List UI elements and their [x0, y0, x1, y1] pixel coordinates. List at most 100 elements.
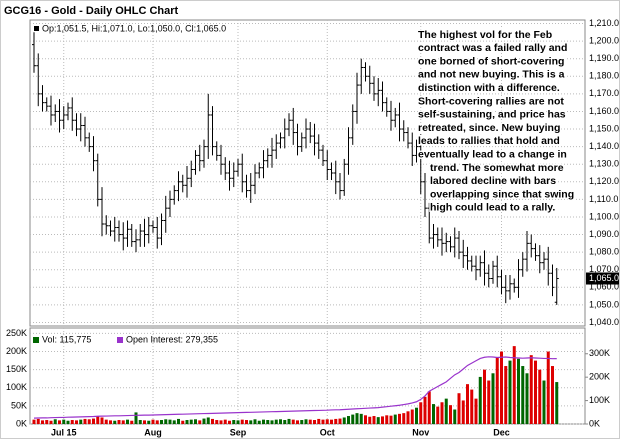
volume-bar	[466, 384, 469, 424]
y-tick-label: 1,170.0	[589, 88, 619, 98]
annotation: labored decline with bars	[430, 175, 556, 187]
volume-bar	[415, 407, 418, 424]
y-tick-label: 250K	[6, 328, 27, 338]
volume-bar	[185, 420, 189, 424]
volume-bar	[257, 420, 261, 424]
volume-bar	[555, 382, 559, 424]
y-tick-label: 1,150.0	[589, 123, 619, 133]
volume-bar	[368, 416, 372, 424]
y-tick-label: 1,140.0	[589, 141, 619, 151]
volume-bar	[512, 346, 516, 424]
y-tick-label: 1,080.0	[589, 247, 619, 257]
volume-bar	[432, 404, 435, 424]
volume-bar	[453, 409, 457, 424]
volume-bar	[266, 420, 270, 424]
volume-bar	[444, 398, 448, 424]
volume-bar	[483, 369, 486, 424]
volume-bar	[232, 420, 236, 424]
volume-bar	[228, 420, 231, 424]
volume-bar	[283, 420, 287, 424]
volume-bar	[440, 402, 444, 424]
volume-bar	[181, 420, 185, 424]
volume-bar	[164, 419, 168, 424]
volume-bar	[151, 419, 155, 424]
volume-bar	[215, 420, 219, 424]
annotation: The highest vol for the Feb	[418, 29, 552, 41]
y-tick-label: 300K	[589, 348, 610, 358]
volume-bar	[504, 366, 508, 424]
volume-bar	[240, 419, 244, 424]
y-tick-label: 1,100.0	[589, 211, 619, 221]
annotation: leads to rallies that hold and	[418, 135, 560, 147]
y-tick-label: 1,180.0	[589, 71, 619, 81]
volume-bar	[313, 420, 316, 424]
volume-bar	[419, 402, 423, 424]
volume-bar	[317, 418, 321, 424]
volume-bar	[551, 366, 554, 424]
volume-bar	[49, 420, 53, 424]
oi-line	[33, 356, 557, 419]
volume-bar	[521, 366, 525, 424]
volume-bar	[300, 420, 304, 424]
y-tick-label: 200K	[6, 346, 27, 356]
y-tick-label: 100K	[589, 395, 610, 405]
y-tick-label: 1,200.0	[589, 35, 619, 45]
annotation: and not new buying. This is a	[418, 69, 565, 81]
legend-text: Open Interest: 279,355	[126, 334, 218, 344]
y-tick-label: 0K	[16, 418, 27, 428]
volume-bar	[41, 420, 44, 424]
volume-bar	[457, 393, 461, 424]
x-tick-label: Aug	[144, 427, 162, 437]
volume-bar	[402, 413, 406, 424]
volume-bar	[355, 413, 359, 424]
y-tick-label: 1,130.0	[589, 159, 619, 169]
volume-bar	[529, 355, 533, 424]
y-tick-label: 1,090.0	[589, 229, 619, 239]
volume-bar	[53, 419, 57, 424]
volume-bar	[291, 419, 295, 424]
volume-bar	[372, 416, 376, 424]
volume-bar	[436, 406, 440, 424]
volume-bar	[334, 418, 338, 424]
annotation: high could lead to a rally.	[430, 202, 555, 214]
volume-bar	[398, 413, 401, 424]
annotation: Short-covering rallies are not	[418, 95, 564, 107]
volume-bar	[249, 420, 253, 424]
annotation: contract was a failed rally and	[418, 42, 567, 54]
x-tick-label: Oct	[320, 427, 335, 437]
volume-bar	[206, 417, 210, 424]
volume-bar	[45, 420, 49, 424]
volume-bar	[58, 420, 61, 424]
annotation: eventually lead to a change in	[418, 148, 567, 160]
volume-bar	[36, 418, 40, 424]
y-tick-label: 1,120.0	[589, 176, 619, 186]
volume-bar	[296, 420, 299, 424]
volume-bar	[168, 419, 172, 424]
volume-bar	[495, 356, 499, 424]
volume-bar	[32, 419, 36, 424]
volume-bar	[406, 411, 410, 424]
volume-bar	[308, 419, 312, 424]
volume-bar	[478, 376, 482, 424]
legend-text: Vol: 115,775	[42, 334, 91, 344]
volume-bar	[325, 419, 329, 424]
y-tick-label: 1,160.0	[589, 106, 619, 116]
annotation: retreated, since. New buying	[418, 122, 560, 134]
volume-bar	[104, 419, 108, 424]
volume-bar	[138, 420, 142, 424]
volume-bar	[130, 420, 134, 424]
volume-bar	[321, 419, 325, 424]
annotation: trend. The somewhat more	[430, 162, 564, 174]
volume-bar	[279, 419, 282, 424]
volume-bar	[211, 418, 214, 424]
volume-bar	[525, 373, 529, 424]
volume-bar	[262, 419, 265, 424]
volume-bar	[381, 416, 384, 424]
volume-bar	[508, 360, 512, 424]
volume-bar	[194, 419, 197, 424]
volume-bar	[338, 418, 342, 424]
volume-bar	[351, 414, 355, 424]
volume-bar	[66, 420, 70, 424]
volume-bar	[87, 419, 91, 424]
